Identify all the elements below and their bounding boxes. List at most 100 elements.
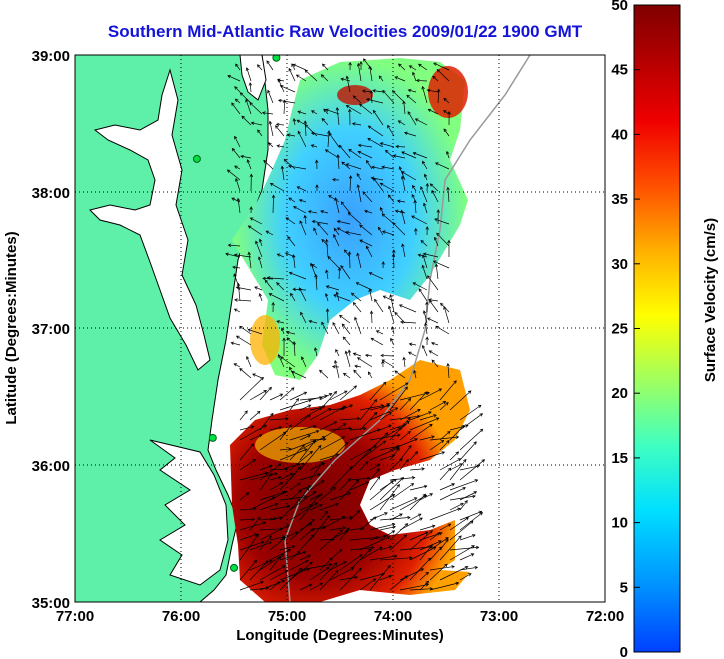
velocity-arrow — [279, 85, 296, 93]
velocity-arrow — [269, 555, 282, 571]
velocity-arrow — [269, 393, 284, 401]
velocity-arrow — [276, 144, 285, 148]
station-marker — [230, 563, 238, 572]
velocity-arrow — [409, 423, 433, 441]
velocity-arrow — [329, 441, 349, 461]
velocity-arrow — [311, 219, 329, 225]
velocity-arrow — [329, 561, 347, 571]
velocity-arrow — [369, 494, 396, 511]
velocity-arrow — [303, 214, 307, 225]
velocity-arrow — [459, 534, 476, 541]
velocity-arrow — [349, 445, 377, 461]
velocity-arrow — [325, 108, 340, 115]
x-tick-label: 77:00 — [56, 608, 94, 625]
velocity-arrow — [324, 292, 329, 302]
velocity-arrow — [459, 404, 482, 421]
velocity-arrow — [341, 161, 351, 170]
velocity-arrow — [349, 545, 375, 551]
velocity-arrow — [225, 252, 241, 258]
velocity-arrow — [227, 243, 241, 247]
velocity-arrow — [429, 565, 455, 571]
velocity-arrow — [354, 364, 362, 369]
velocity-arrow — [339, 404, 354, 411]
velocity-arrow — [408, 65, 417, 71]
velocity-arrow — [239, 367, 252, 379]
velocity-arrow — [339, 416, 361, 421]
velocity-arrow — [434, 218, 450, 225]
velocity-arrow — [425, 336, 429, 346]
velocity-arrow — [391, 326, 395, 335]
velocity-arrow — [231, 147, 241, 159]
velocity-arrow — [252, 373, 263, 379]
velocity-arrow — [379, 206, 384, 214]
velocity-arrow — [288, 197, 296, 203]
velocity-arrow — [381, 359, 395, 368]
velocity-arrow — [389, 438, 418, 451]
velocity-arrow — [314, 273, 318, 291]
velocity-arrow — [419, 451, 446, 461]
velocity-arrow — [340, 265, 351, 280]
x-tick-label: 73:00 — [480, 608, 518, 625]
velocity-arrow — [250, 121, 263, 126]
transition-band — [255, 427, 345, 463]
velocity-arrow — [349, 476, 371, 481]
velocity-arrow — [271, 194, 276, 214]
velocity-arrow — [400, 175, 406, 192]
velocity-arrow — [374, 298, 384, 313]
velocity-arrow — [299, 436, 326, 451]
velocity-arrow — [394, 311, 406, 324]
velocity-arrow — [368, 272, 384, 280]
velocity-arrow — [459, 499, 468, 511]
velocity-arrow — [280, 356, 296, 368]
velocity-arrow — [352, 302, 362, 313]
velocity-arrow — [239, 517, 256, 522]
velocity-arrow — [267, 89, 274, 104]
velocity-arrow — [319, 393, 333, 401]
velocity-arrow — [359, 572, 386, 581]
velocity-arrow — [394, 209, 406, 214]
velocity-arrow — [239, 540, 265, 551]
velocity-arrow — [285, 330, 296, 335]
velocity-arrow — [369, 447, 400, 461]
colorbar-tick-label: 40 — [611, 126, 628, 143]
velocity-arrow — [402, 356, 406, 368]
x-tick-label: 75:00 — [268, 608, 306, 625]
velocity-arrow — [299, 404, 312, 411]
velocity-arrow — [356, 62, 362, 82]
velocity-arrow — [439, 458, 462, 471]
velocity-arrow — [246, 159, 252, 170]
velocity-arrow — [439, 380, 457, 401]
velocity-arrow — [369, 564, 391, 591]
velocity-arrow — [348, 108, 352, 126]
velocity-arrow — [357, 143, 373, 148]
velocity-arrow — [310, 131, 329, 137]
velocity-arrow — [334, 197, 340, 214]
velocity-arrow — [382, 295, 395, 302]
velocity-arrow — [425, 182, 430, 192]
velocity-arrow — [356, 173, 362, 181]
velocity-arrow — [239, 425, 255, 431]
velocity-arrow — [249, 496, 276, 511]
velocity-arrow — [309, 480, 325, 491]
velocity-arrow — [283, 158, 296, 170]
velocity-arrow — [339, 575, 359, 581]
velocity-arrow — [342, 372, 351, 379]
velocity-arrow — [387, 194, 395, 203]
pamlico-sound — [149, 439, 229, 586]
velocity-arrow — [232, 265, 241, 270]
velocity-arrow — [381, 213, 395, 225]
velocity-arrow — [409, 391, 428, 411]
velocity-arrow — [365, 97, 384, 104]
velocity-arrow — [389, 447, 400, 461]
velocity-arrow — [297, 130, 307, 148]
velocity-arrow — [347, 212, 362, 225]
velocity-arrow — [259, 431, 287, 451]
velocity-arrow — [345, 163, 362, 170]
velocity-arrow — [398, 166, 406, 181]
velocity-arrow — [249, 560, 269, 581]
velocity-arrow — [421, 85, 428, 104]
velocity-arrow — [369, 463, 381, 471]
chesapeake-bay — [89, 68, 211, 371]
colorbar-tick-label: 25 — [611, 321, 628, 338]
velocity-arrow — [280, 327, 285, 335]
